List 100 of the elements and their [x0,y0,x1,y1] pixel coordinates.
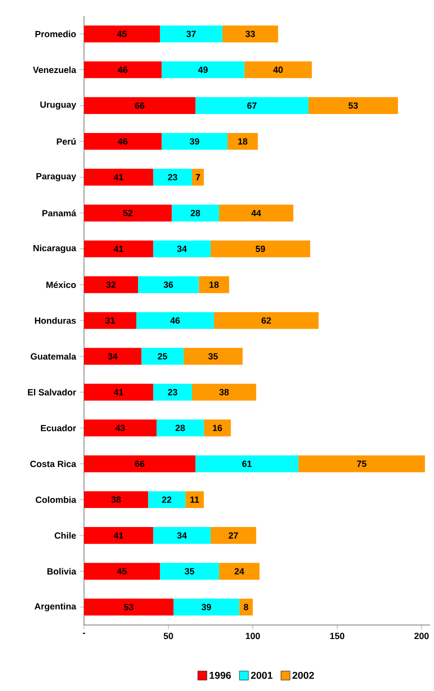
data-label: 34 [177,246,187,252]
bar [84,348,142,365]
bar [195,455,298,472]
data-label: 66 [135,460,144,467]
y-tick-label: Venezuela [32,66,76,74]
data-label: 41 [114,246,124,252]
bar [204,420,231,436]
data-label: 23 [168,388,178,396]
data-label: 44 [251,210,262,216]
bar [160,25,222,42]
data-label: 18 [210,282,219,288]
y-tick-label: Honduras [34,317,76,324]
data-label: 52 [123,210,133,216]
data-label: 18 [238,138,248,145]
bar [198,276,230,294]
legend-label: 2001 [250,672,272,679]
bar [153,384,192,401]
data-label: 45 [117,30,127,38]
data-label: 11 [190,496,200,503]
bar [84,132,162,150]
data-label: 38 [219,388,229,396]
bar [308,97,398,114]
bar [219,562,260,580]
data-label: 8 [244,604,248,610]
bar [136,312,214,329]
data-label: 28 [190,210,200,216]
data-label: 45 [117,568,127,574]
data-label: 41 [114,532,124,539]
bar [227,132,258,150]
y-tick-label: Paraguay [36,173,76,182]
y-tick-label: Perú [56,138,76,145]
bar [84,491,148,508]
data-label: 61 [242,460,252,467]
bar [84,97,196,114]
bar [84,598,174,616]
y-tick-label: Chile [54,532,76,539]
bar [141,348,184,365]
bar [84,240,154,258]
bar [84,562,160,580]
y-tick-label: El Salvador [28,388,76,396]
bar [153,168,192,186]
bar [184,348,243,365]
bar [84,204,172,222]
data-label: 46 [118,138,128,145]
x-tick-label: 50 [164,632,174,640]
bar [84,312,136,329]
data-label: 37 [186,30,196,38]
bar [192,168,204,186]
y-tick-label: Bolivia [47,568,76,575]
y-tick-label: Nicaragua [33,244,76,254]
data-label: 41 [114,389,124,396]
bar [153,527,211,544]
data-label: 35 [184,568,194,574]
data-label: 39 [190,138,200,145]
bar [214,312,319,329]
legend-label: 1996 [210,672,231,679]
bar [172,204,220,222]
bar [148,491,186,508]
data-label: 22 [162,496,172,503]
bar [84,420,157,436]
data-label: 49 [198,66,208,73]
y-tick-label: Ecuador [40,424,76,432]
bar [84,168,154,186]
bar [192,384,256,401]
data-label: 46 [118,66,128,73]
bar [84,25,160,42]
data-label: 53 [124,604,134,610]
data-label: 38 [111,496,121,503]
data-label: 67 [247,102,257,109]
bar [156,420,204,436]
bar [239,598,253,616]
x-tick-label: 150 [330,632,344,640]
bar [222,25,278,42]
bar [210,527,256,544]
data-label: 27 [228,532,238,539]
y-tick-label: Guatemala [30,353,76,360]
y-tick-label: México [46,281,76,288]
bar [298,455,425,472]
data-label: 39 [202,604,212,610]
data-label: 25 [158,353,168,360]
x-tick-label: 200 [414,632,429,640]
bar [160,562,220,580]
data-label: 24 [234,568,244,574]
bar [84,384,154,401]
bar [84,276,138,294]
data-label: 31 [105,317,115,324]
bar [173,598,240,616]
data-label: 7 [196,174,200,180]
y-tick-label: Costa Rica [30,460,76,468]
data-label: 36 [164,281,174,288]
data-label: 41 [114,174,124,180]
x-tick-label: - [82,632,86,634]
data-label: 34 [108,353,118,360]
data-label: 40 [273,66,283,73]
data-label: 75 [357,460,366,467]
data-label: 66 [135,102,144,109]
data-label: 28 [176,424,185,432]
bar [210,240,310,258]
data-label: 32 [106,281,116,288]
bar [219,204,294,222]
